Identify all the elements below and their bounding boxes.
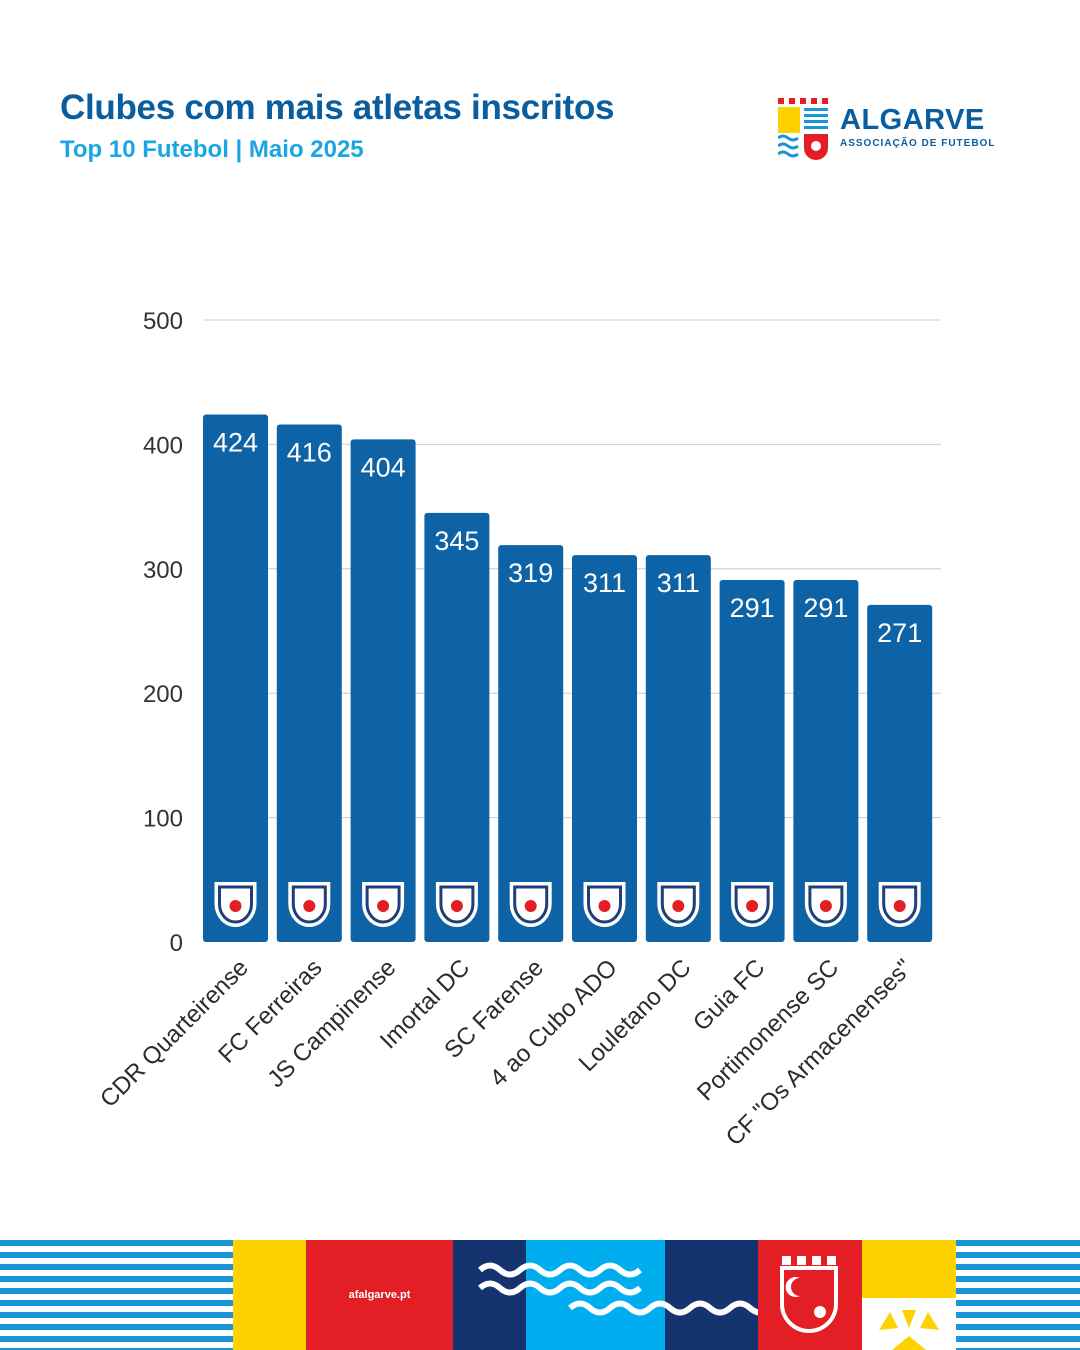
data-label: 404: [361, 452, 406, 482]
portimonense-sc-crest-icon: [804, 882, 847, 927]
cf-os-armacenenses-crest-icon: [878, 882, 921, 927]
y-tick-label: 0: [170, 930, 183, 957]
fc-ferreiras-crest-icon: [288, 882, 331, 927]
data-label: 345: [434, 526, 479, 556]
y-tick-label: 100: [143, 806, 183, 833]
footer-navy-block-2: [665, 1240, 758, 1350]
category-label: JS Campinense: [262, 954, 401, 1093]
bar: [719, 579, 785, 942]
football-icon: [879, 1310, 939, 1350]
algarve-emblem-icon: [778, 98, 828, 160]
footer-stripes-left: [0, 1240, 233, 1350]
bar: [350, 439, 416, 942]
footer-red-block: [306, 1240, 453, 1350]
footer-yellow-block-2: [862, 1240, 956, 1298]
bar: [203, 414, 268, 942]
cdr-quarteirense-crest-icon: [214, 882, 257, 927]
y-tick-label: 200: [143, 681, 183, 708]
y-tick-label: 400: [143, 432, 183, 459]
y-tick-label: 500: [143, 308, 183, 335]
bar: [572, 555, 637, 942]
footer-banner: afalgarve.pt: [0, 1240, 1080, 1350]
page-title: Clubes com mais atletas inscritos: [60, 88, 615, 127]
logo-tagline: ASSOCIAÇÃO DE FUTEBOL: [840, 138, 996, 149]
logo-name: ALGARVE: [840, 104, 985, 136]
imortal-dc-crest-icon: [435, 882, 478, 927]
footer-yellow-block: [233, 1240, 306, 1350]
bar: [498, 545, 564, 942]
footer-url-link[interactable]: afalgarve.pt: [348, 1289, 411, 1301]
bar: [276, 424, 342, 943]
data-label: 291: [730, 593, 775, 623]
bar: [424, 512, 490, 942]
bar: [867, 604, 933, 942]
bar: [793, 579, 859, 942]
footer-stripes-right: [956, 1240, 1080, 1350]
y-tick-label: 300: [143, 557, 183, 584]
data-label: 416: [287, 437, 332, 467]
4-ao-cubo-ado-crest-icon: [583, 882, 626, 927]
category-label: Portimonense SC: [692, 954, 844, 1106]
bar: [645, 555, 711, 942]
data-label: 271: [877, 618, 922, 648]
guia-fc-crest-icon: [731, 882, 774, 927]
footer-shield-icon: [780, 1256, 838, 1333]
page-subtitle: Top 10 Futebol | Maio 2025: [60, 136, 364, 163]
js-campinense-crest-icon: [362, 882, 405, 927]
data-label: 319: [508, 558, 553, 588]
footer-waves-icon: [477, 1262, 765, 1316]
algarve-logo: ALGARVE ASSOCIAÇÃO DE FUTEBOL: [778, 98, 994, 162]
sc-farense-crest-icon: [509, 882, 552, 927]
louletano-dc-crest-icon: [657, 882, 700, 927]
data-label: 311: [583, 568, 626, 598]
category-label: 4 ao Cubo ADO: [485, 954, 623, 1092]
data-label: 424: [213, 428, 258, 458]
data-label: 291: [803, 593, 848, 623]
data-label: 311: [657, 568, 700, 598]
